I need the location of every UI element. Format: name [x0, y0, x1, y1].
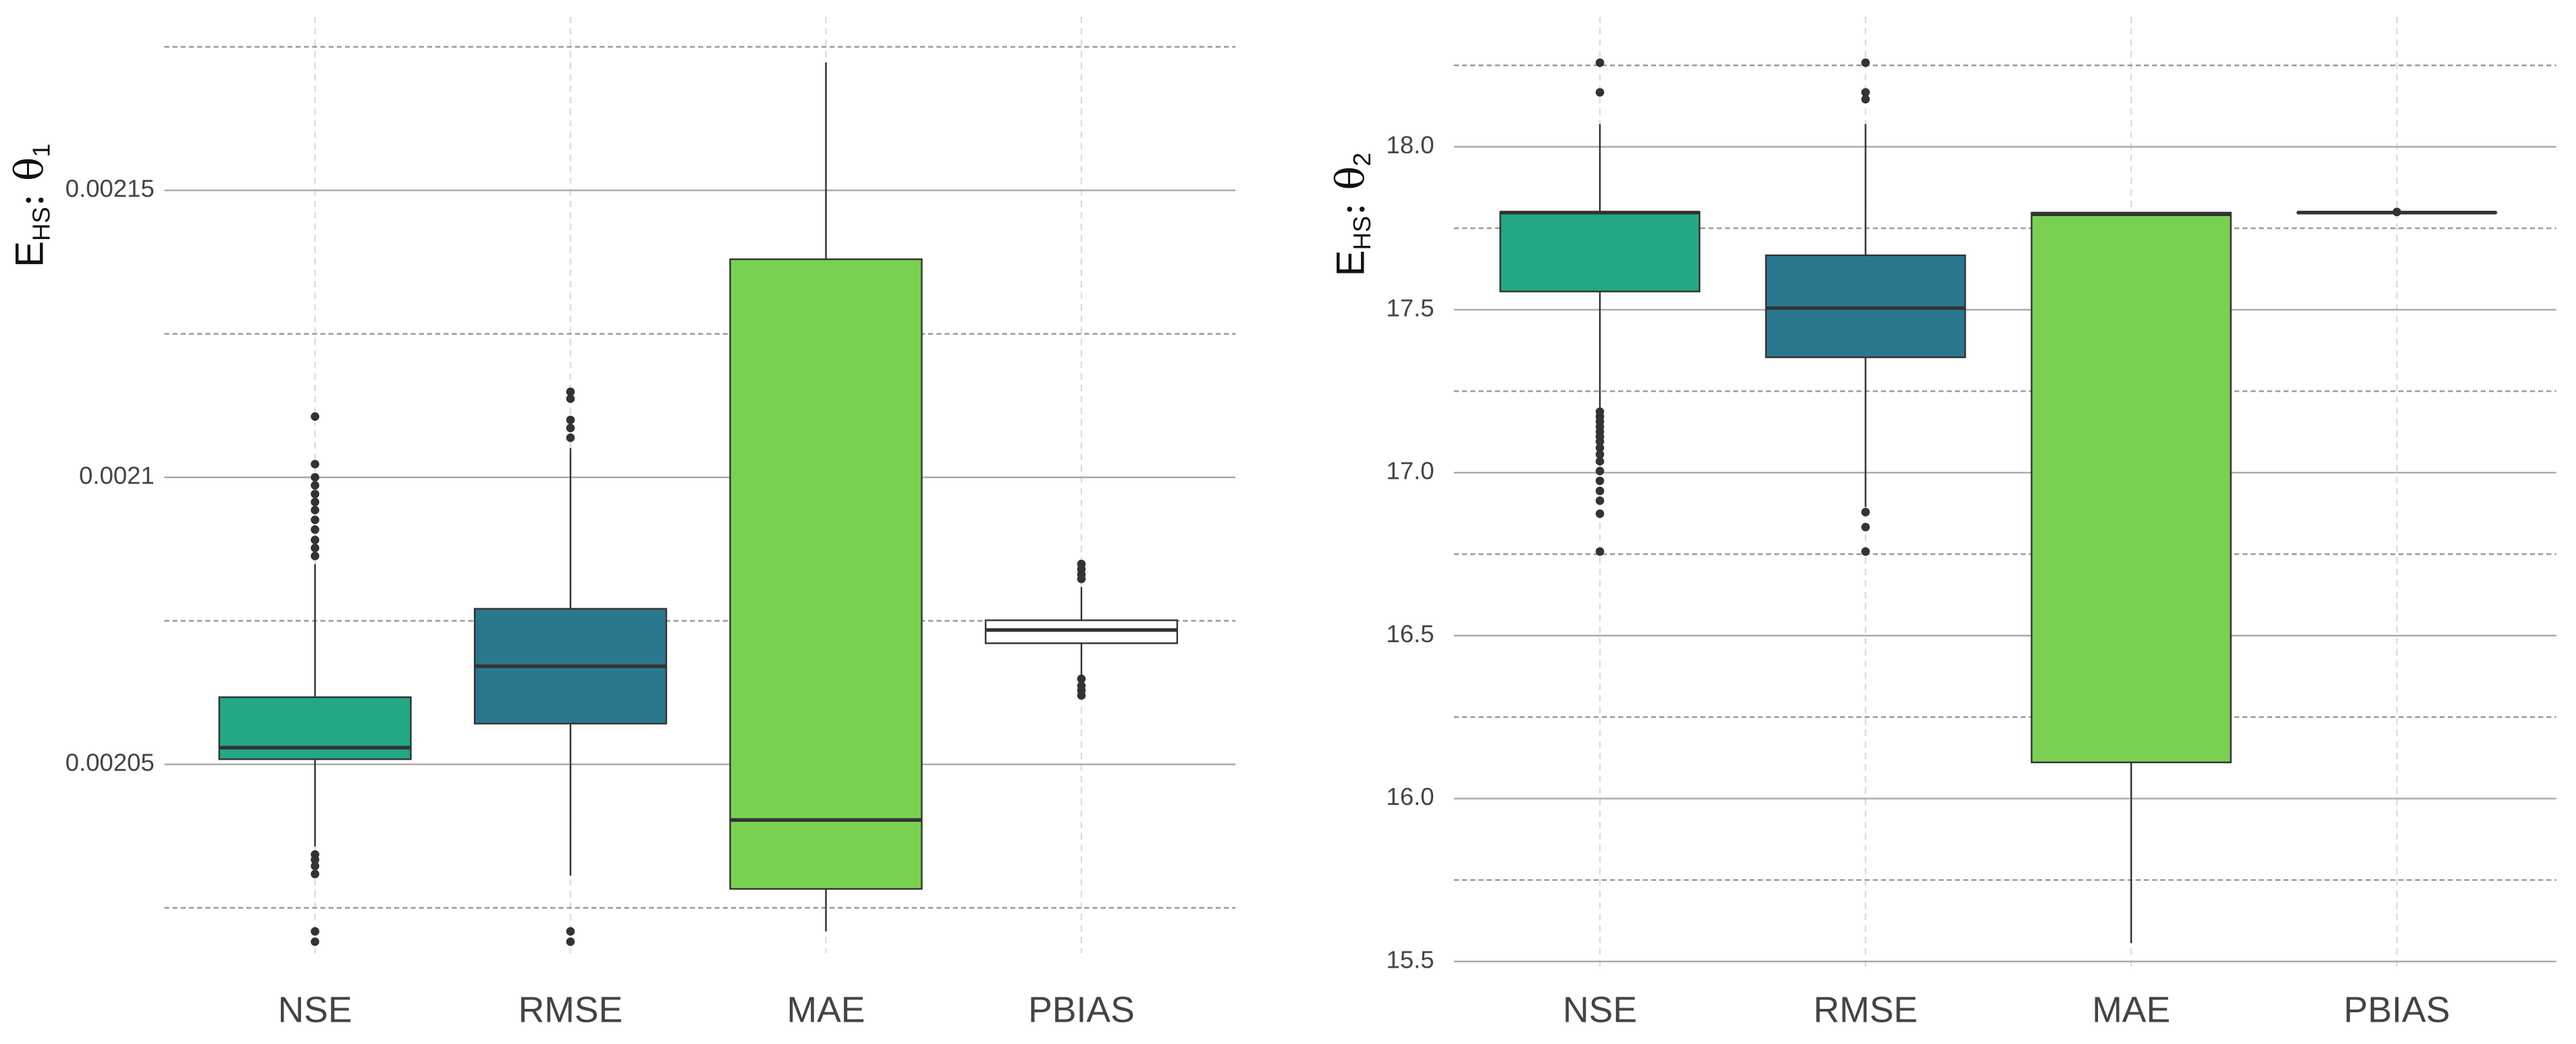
- outlier: [566, 394, 575, 403]
- outlier: [1595, 547, 1605, 556]
- x-tick-label: NSE: [1563, 990, 1637, 1030]
- outlier: [1595, 456, 1605, 466]
- outlier: [311, 926, 319, 936]
- outlier: [1861, 547, 1870, 556]
- outlier: [1595, 496, 1605, 505]
- outlier: [311, 481, 319, 490]
- x-tick-label: RMSE: [1813, 990, 1918, 1030]
- outlier: [311, 473, 319, 482]
- outlier: [566, 415, 575, 425]
- y-tick-label: 0.00205: [65, 749, 155, 777]
- y-tick-label: 17.5: [1387, 294, 1434, 321]
- outlier: [311, 937, 319, 946]
- y-tick-label: 15.5: [1387, 945, 1434, 973]
- y-tick-label: 0.0021: [79, 462, 155, 490]
- box: [1499, 211, 1700, 292]
- outlier: [1861, 508, 1870, 517]
- outlier: [311, 862, 319, 870]
- box: [218, 696, 412, 760]
- outlier: [1595, 450, 1605, 459]
- outlier: [1077, 575, 1086, 583]
- y-tick-label: 16.0: [1387, 783, 1434, 810]
- outlier: [1595, 443, 1605, 452]
- y-label-subscript: HS: [1348, 216, 1376, 251]
- x-tick-label: MAE: [2092, 990, 2170, 1030]
- outlier: [311, 515, 319, 525]
- outlier: [1861, 523, 1870, 531]
- x-tick-label: RMSE: [518, 990, 623, 1030]
- outlier: [311, 460, 319, 469]
- y-tick-label: 18.0: [1387, 131, 1434, 159]
- outlier: [311, 412, 319, 421]
- x-tick-label: PBIAS: [1028, 990, 1135, 1030]
- y-label-symbol: : θ: [7, 157, 53, 207]
- outlier: [2392, 207, 2401, 217]
- outlier: [1595, 476, 1605, 486]
- outlier: [311, 536, 319, 544]
- y-axis-label: EHS: θ2: [1327, 153, 1375, 276]
- outlier: [1595, 509, 1605, 519]
- y-label-symbol: : θ: [1327, 166, 1373, 215]
- y-tick-label: 16.5: [1387, 620, 1434, 648]
- outlier: [311, 506, 319, 515]
- y-label-symbol-subscript: 1: [27, 144, 55, 157]
- chart-panel: NSE RMSE MAE PBIAS 15.5 16.0 16.5 17.0 17.5 18.0 E…: [1327, 16, 2556, 1030]
- x-tick-label: MAE: [787, 990, 865, 1030]
- x-tick-label: PBIAS: [2344, 990, 2450, 1030]
- y-label-base: E: [8, 241, 52, 267]
- outlier: [311, 490, 319, 498]
- box: [729, 258, 923, 890]
- outlier: [1595, 486, 1605, 496]
- outlier: [1077, 674, 1086, 683]
- chart-panel: NSE RMSE MAE PBIAS 0.00205 0.0021 0.00215 EHS: …: [7, 16, 1236, 1030]
- outlier: [566, 423, 575, 433]
- y-label-subscript: HS: [27, 207, 55, 241]
- outlier: [566, 937, 575, 946]
- y-label-base: E: [1329, 250, 1373, 276]
- y-tick-label: 0.00215: [65, 175, 155, 203]
- outlier: [566, 433, 575, 442]
- outlier: [566, 926, 575, 936]
- outlier: [1861, 95, 1870, 104]
- outlier: [1861, 58, 1870, 68]
- outlier: [1595, 88, 1605, 97]
- outlier: [1595, 58, 1605, 68]
- outlier: [311, 869, 319, 879]
- outlier: [1861, 88, 1870, 97]
- outlier: [1595, 437, 1605, 446]
- outlier: [311, 525, 319, 534]
- outlier: [1595, 467, 1605, 475]
- x-tick-label: NSE: [278, 990, 352, 1030]
- y-tick-label: 17.0: [1387, 457, 1434, 485]
- y-label-symbol-subscript: 2: [1348, 153, 1376, 166]
- outlier: [311, 552, 319, 560]
- outlier: [311, 855, 319, 864]
- outlier: [311, 498, 319, 506]
- outlier: [566, 387, 575, 396]
- box: [2031, 211, 2232, 764]
- y-axis-label: EHS: θ1: [7, 144, 55, 267]
- outlier: [1077, 691, 1086, 700]
- outlier: [311, 544, 319, 552]
